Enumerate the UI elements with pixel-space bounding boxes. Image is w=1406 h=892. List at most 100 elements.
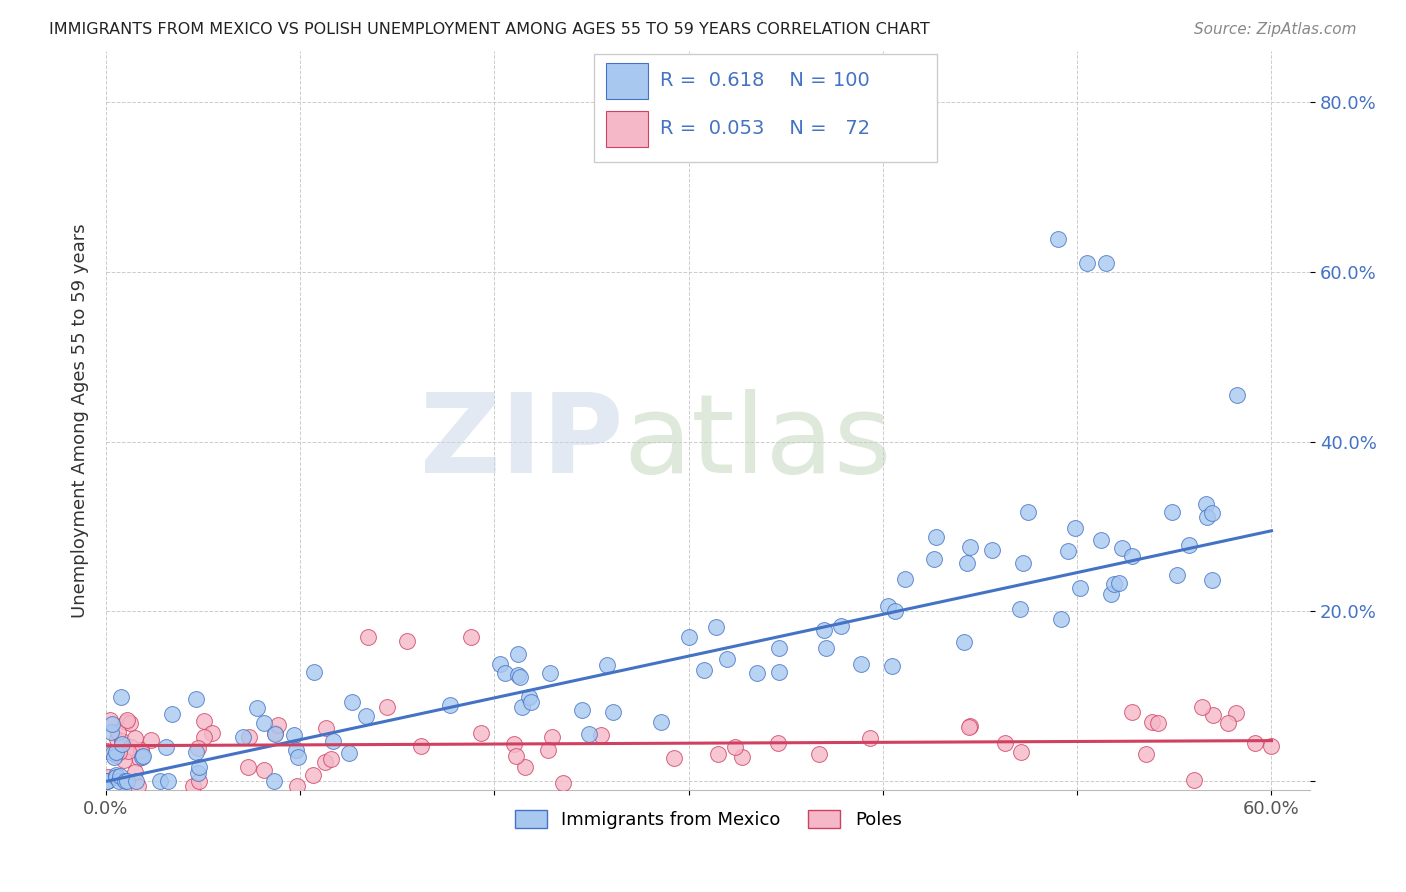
Point <box>957 721 980 735</box>
Point <box>354 709 377 723</box>
Point <box>188 759 211 773</box>
Point <box>1225 706 1247 720</box>
Point <box>1076 256 1098 270</box>
Point <box>505 749 527 764</box>
Point <box>517 690 540 704</box>
Point <box>1135 747 1157 761</box>
Point <box>1121 705 1143 719</box>
Point <box>884 604 907 618</box>
Point <box>267 718 290 732</box>
Point <box>1010 746 1032 760</box>
Point <box>304 665 326 680</box>
Text: atlas: atlas <box>624 389 893 496</box>
Text: ZIP: ZIP <box>420 389 624 496</box>
Point <box>337 746 360 760</box>
Point <box>513 760 536 774</box>
Point <box>1046 232 1069 246</box>
Point <box>716 652 738 666</box>
Point <box>193 730 215 744</box>
Point <box>768 665 790 680</box>
Point <box>253 763 276 777</box>
Point <box>1147 715 1170 730</box>
Point <box>103 746 125 760</box>
Text: R =  0.053    N =   72: R = 0.053 N = 72 <box>659 119 870 137</box>
Point <box>1017 505 1039 519</box>
Point <box>541 731 564 745</box>
Point <box>115 713 138 727</box>
Point <box>747 665 769 680</box>
Point <box>470 726 492 740</box>
Point <box>993 736 1015 750</box>
Point <box>851 657 873 672</box>
Point <box>108 769 131 783</box>
Point <box>953 635 976 649</box>
Point <box>110 690 132 704</box>
Point <box>120 716 142 731</box>
Point <box>1225 388 1247 402</box>
Point <box>129 743 152 757</box>
Point <box>1121 549 1143 563</box>
Point <box>1195 497 1218 511</box>
Point <box>238 730 260 744</box>
Point <box>187 773 209 788</box>
Point <box>859 731 882 745</box>
Point <box>114 774 136 789</box>
Point <box>107 745 129 759</box>
Point <box>650 714 672 729</box>
Point <box>1195 510 1218 524</box>
Point <box>1201 574 1223 588</box>
Point <box>409 739 432 754</box>
Point <box>1090 533 1112 547</box>
Point <box>1182 773 1205 788</box>
Point <box>1111 541 1133 556</box>
Point <box>264 727 287 741</box>
Point <box>1056 543 1078 558</box>
Point <box>283 728 305 742</box>
Point <box>253 716 276 731</box>
Point <box>1202 708 1225 723</box>
Point <box>830 619 852 633</box>
Point <box>105 731 128 746</box>
Point <box>131 749 153 764</box>
Point <box>100 717 122 731</box>
Text: R =  0.618    N = 100: R = 0.618 N = 100 <box>659 70 870 90</box>
Point <box>578 727 600 741</box>
Point <box>183 779 205 793</box>
Point <box>232 730 254 744</box>
Point <box>120 739 142 754</box>
Point <box>502 737 524 751</box>
Point <box>1178 538 1201 552</box>
Point <box>155 740 177 755</box>
Text: Source: ZipAtlas.com: Source: ZipAtlas.com <box>1194 22 1357 37</box>
Point <box>1012 556 1035 570</box>
Point <box>375 700 398 714</box>
Point <box>96 774 118 789</box>
Point <box>724 739 747 754</box>
Point <box>284 743 307 757</box>
Point <box>302 768 325 782</box>
Point <box>1201 506 1223 520</box>
Point <box>100 725 122 739</box>
Point <box>342 695 364 709</box>
Point <box>104 768 127 782</box>
Point <box>959 540 981 554</box>
Point <box>127 779 149 793</box>
Point <box>105 771 128 785</box>
Point <box>768 640 790 655</box>
Point <box>538 665 561 680</box>
Point <box>98 714 121 728</box>
Point <box>815 640 838 655</box>
Point <box>1166 568 1188 582</box>
Point <box>236 760 259 774</box>
Point <box>1008 602 1031 616</box>
Point <box>959 719 981 733</box>
Point <box>201 726 224 740</box>
Point <box>520 695 543 709</box>
Point <box>104 745 127 759</box>
Point <box>112 753 135 767</box>
Point <box>439 698 461 712</box>
Point <box>285 779 308 793</box>
Point <box>117 774 139 789</box>
Point <box>103 749 125 764</box>
Point <box>1216 716 1239 731</box>
